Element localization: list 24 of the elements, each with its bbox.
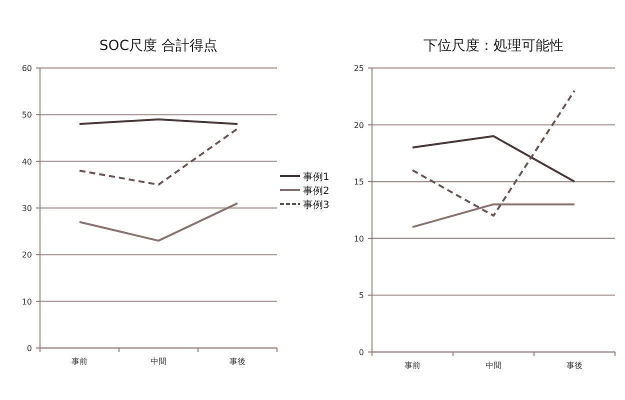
chart-title: SOC尺度 合計得点 — [99, 38, 218, 54]
y-tick-label: 15 — [354, 178, 364, 187]
y-tick-label: 5 — [358, 291, 364, 300]
legend-label: 事例2 — [303, 185, 330, 197]
x-tick-label: 事前 — [404, 361, 420, 370]
y-tick-label: 10 — [22, 297, 32, 306]
legend-label: 事例3 — [303, 199, 330, 211]
chart-title: 下位尺度：処理可能性 — [424, 38, 564, 54]
x-tick-label: 事前 — [72, 357, 88, 366]
x-tick-label: 事後 — [566, 361, 582, 370]
y-tick-label: 30 — [22, 204, 32, 213]
y-tick-label: 60 — [22, 64, 32, 73]
y-tick-label: 20 — [22, 250, 32, 260]
x-tick-label: 中間 — [486, 361, 502, 370]
y-tick-label: 40 — [22, 157, 32, 166]
x-tick-label: 中間 — [150, 357, 166, 366]
y-tick-label: 0 — [26, 344, 32, 353]
y-tick-label: 50 — [22, 110, 32, 120]
y-tick-label: 0 — [358, 348, 364, 357]
y-tick-label: 20 — [354, 120, 364, 130]
x-tick-label: 事後 — [230, 357, 246, 366]
legend-label: 事例1 — [303, 171, 330, 183]
y-tick-label: 10 — [354, 234, 364, 244]
y-tick-label: 25 — [354, 64, 364, 73]
